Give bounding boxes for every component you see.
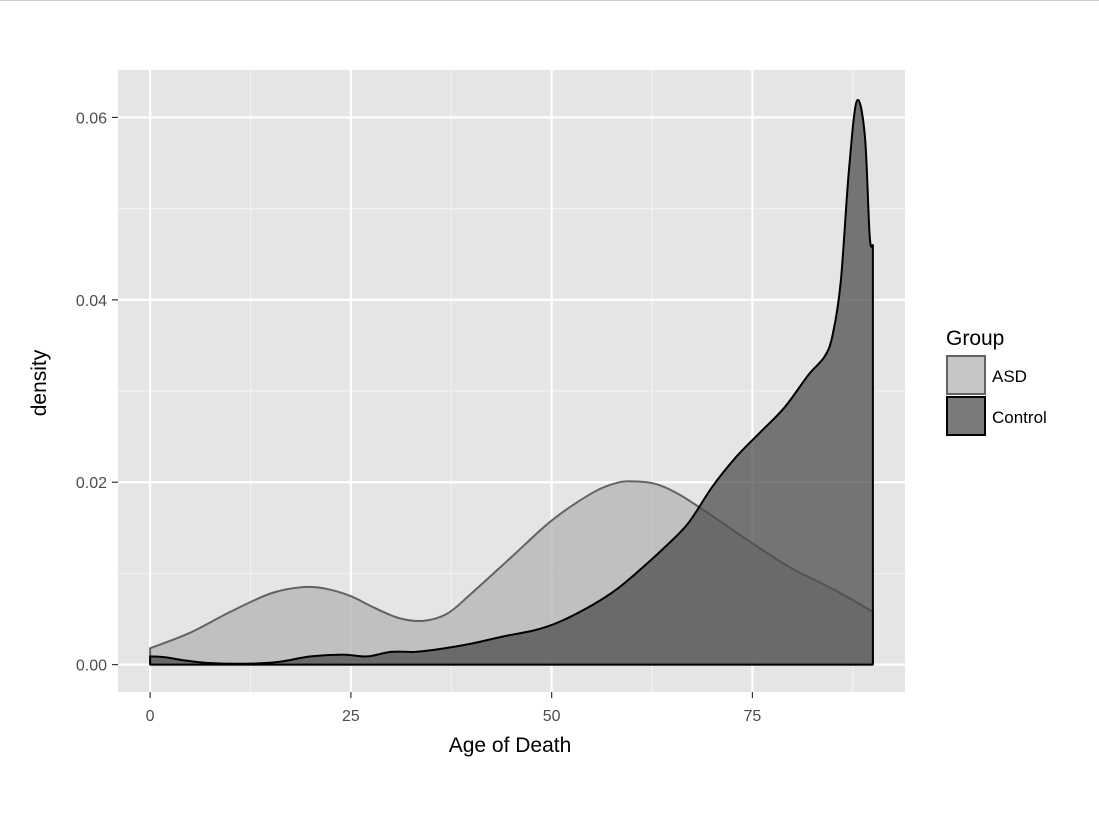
top-border <box>0 0 1099 1</box>
legend-swatch-control <box>946 396 986 436</box>
x-tick-label: 0 <box>146 708 155 725</box>
legend-label-control: Control <box>992 408 1047 427</box>
y-tick-label: 0.00 <box>76 658 107 675</box>
y-tick-label: 0.06 <box>76 110 107 127</box>
x-axis-title: Age of Death <box>449 734 572 757</box>
y-tick-label: 0.02 <box>76 475 107 492</box>
y-tick-label: 0.04 <box>76 293 107 310</box>
x-tick-label: 25 <box>342 708 360 725</box>
legend-title: Group <box>946 327 1004 350</box>
density-areas <box>149 98 874 666</box>
x-tick-label: 75 <box>744 708 762 725</box>
y-axis-title: density <box>28 349 51 416</box>
legend: Group ASD Control <box>946 327 1047 436</box>
axis-ticks <box>112 116 754 698</box>
legend-swatch-asd <box>946 355 986 395</box>
legend-label-asd: ASD <box>992 367 1027 386</box>
axis-tick-labels: 0 25 50 75 0.00 0.02 0.04 0.06 <box>76 110 762 725</box>
density-area-control <box>149 98 874 666</box>
x-tick-label: 50 <box>543 708 561 725</box>
